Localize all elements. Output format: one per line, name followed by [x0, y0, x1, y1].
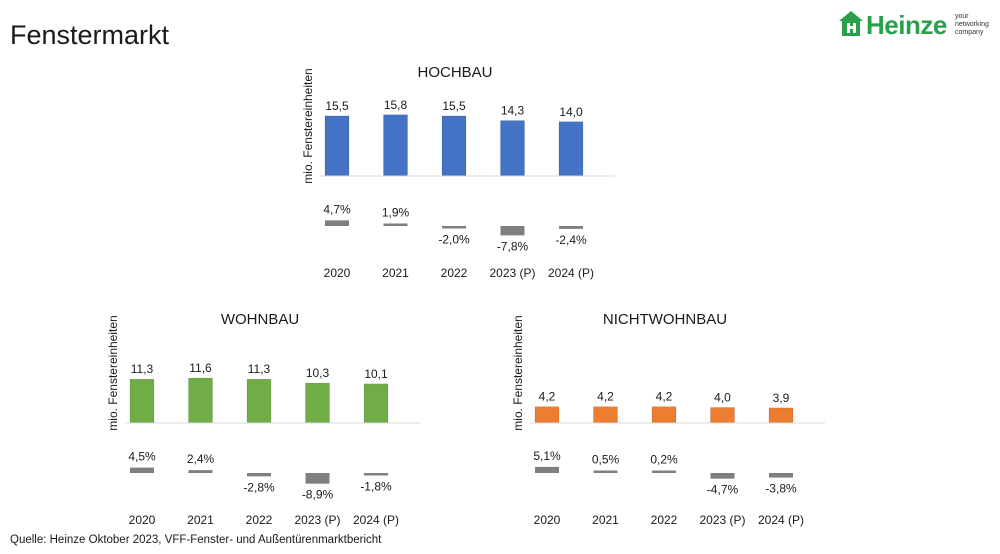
y-axis-label: mio. Fenstereinheiten — [511, 315, 525, 430]
data-label: 10,3 — [306, 366, 330, 380]
chart-title: NICHTWOHNBAU — [603, 311, 727, 328]
page-title: Fenstermarkt — [10, 20, 170, 50]
x-tick-label: 2024 (P) — [758, 513, 804, 527]
x-tick-label: 2022 — [441, 266, 468, 280]
x-tick-label: 2023 (P) — [699, 513, 745, 527]
change-bar — [500, 226, 525, 236]
logo-name: Heinze — [866, 10, 947, 40]
x-tick-label: 2020 — [324, 266, 351, 280]
chart-nichtwohnbau: NICHTWOHNBAU mio. Fenstereinheiten 4,2 5,1%… — [511, 311, 825, 527]
data-bar — [558, 121, 584, 177]
data-label: 11,6 — [189, 361, 212, 375]
logo-tagline: your networking company — [955, 13, 1000, 37]
change-label: -4,7% — [707, 483, 739, 497]
data-bar — [710, 407, 735, 424]
x-tick-label: 2021 — [382, 266, 409, 280]
data-bar — [188, 377, 213, 424]
x-tick-label: 2024 (P) — [353, 513, 399, 527]
data-label: 4,2 — [539, 390, 556, 404]
change-label: -3,8% — [765, 482, 797, 496]
data-bar — [129, 378, 155, 424]
change-label: 4,7% — [323, 202, 351, 216]
change-label: 2,4% — [187, 452, 215, 466]
change-bar — [325, 220, 349, 226]
source-note: Quelle: Heinze Oktober 2023, VFF-Fenster… — [10, 534, 382, 546]
data-bar — [305, 382, 330, 424]
change-bar — [652, 470, 676, 473]
change-bar — [130, 467, 154, 473]
data-bar — [500, 120, 525, 177]
change-label: -7,8% — [497, 239, 529, 253]
change-bar — [305, 473, 330, 484]
data-label: 14,0 — [559, 105, 583, 119]
change-bar — [383, 223, 408, 226]
change-label: 0,5% — [592, 453, 620, 467]
y-axis-label: mio. Fenstereinheiten — [106, 315, 120, 430]
change-label: 4,5% — [128, 450, 156, 464]
data-bar — [441, 115, 467, 177]
change-label: 1,9% — [382, 206, 410, 220]
logo-tagline-line: company — [955, 29, 984, 36]
change-label: -8,9% — [302, 488, 334, 502]
x-tick-label: 2021 — [187, 513, 214, 527]
data-label: 4,0 — [714, 391, 731, 405]
x-tick-label: 2023 (P) — [294, 513, 340, 527]
change-bar — [247, 473, 271, 477]
chart-title: HOCHBAU — [417, 64, 492, 81]
change-bar — [593, 470, 618, 473]
house-logo-icon — [839, 11, 863, 36]
change-bar — [559, 226, 583, 229]
change-bar — [364, 473, 388, 476]
change-label: -1,8% — [360, 480, 392, 494]
chart-hochbau: HOCHBAU mio. Fenstereinheiten 15,5 4,7% 2020… — [301, 64, 615, 280]
x-tick-label: 2022 — [246, 513, 273, 527]
data-label: 15,8 — [384, 98, 408, 112]
change-label: 5,1% — [533, 449, 561, 463]
change-bar — [442, 226, 466, 229]
x-tick-label: 2021 — [592, 513, 619, 527]
data-bar — [383, 114, 408, 177]
data-bar — [534, 406, 560, 424]
data-bar — [324, 115, 350, 177]
x-tick-label: 2024 (P) — [548, 266, 594, 280]
x-tick-label: 2023 (P) — [489, 266, 535, 280]
change-bar — [769, 473, 793, 478]
data-bar — [363, 383, 389, 424]
chart-wohnbau: WOHNBAU mio. Fenstereinheiten 11,3 4,5% 2020… — [106, 311, 420, 527]
change-bar — [710, 473, 735, 479]
x-tick-label: 2022 — [651, 513, 678, 527]
data-label: 11,3 — [131, 362, 154, 376]
data-label: 14,3 — [501, 104, 525, 118]
logo-tagline-line: your — [955, 13, 969, 20]
data-label: 3,9 — [773, 391, 790, 405]
data-label: 15,5 — [325, 99, 349, 113]
change-label: -2,0% — [438, 233, 470, 247]
data-label: 4,2 — [597, 390, 614, 404]
change-bar — [535, 466, 559, 473]
logo-tagline-line: networking — [955, 21, 989, 28]
data-bar — [651, 406, 677, 424]
change-label: -2,8% — [243, 480, 275, 494]
data-bar — [593, 406, 618, 424]
data-bar — [768, 407, 794, 424]
data-bar — [246, 378, 272, 424]
chart-title: WOHNBAU — [221, 311, 299, 328]
data-label: 10,1 — [364, 367, 388, 381]
y-axis-label: mio. Fenstereinheiten — [301, 68, 315, 183]
data-label: 4,2 — [656, 390, 673, 404]
data-label: 15,5 — [442, 99, 466, 113]
heinze-logo: Heinze your networking company — [838, 10, 998, 40]
x-tick-label: 2020 — [534, 513, 561, 527]
change-label: 0,2% — [650, 453, 678, 467]
change-label: -2,4% — [555, 233, 587, 247]
change-bar — [188, 470, 213, 473]
data-label: 11,3 — [248, 362, 271, 376]
x-tick-label: 2020 — [129, 513, 156, 527]
